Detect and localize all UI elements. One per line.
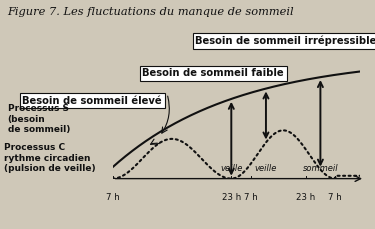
Text: Processus C
rythme circadien
(pulsion de veille): Processus C rythme circadien (pulsion de… xyxy=(4,143,95,173)
Text: Processus S
(besoin
de sommeil): Processus S (besoin de sommeil) xyxy=(8,104,70,134)
Text: 23 h: 23 h xyxy=(222,193,241,202)
Text: 23 h: 23 h xyxy=(296,193,315,202)
Text: Besoin de sommeil faible: Besoin de sommeil faible xyxy=(142,68,284,78)
Text: 7 h: 7 h xyxy=(106,193,119,202)
Text: veille: veille xyxy=(255,164,277,173)
Text: Figure 7. Les fluctuations du manque de sommeil: Figure 7. Les fluctuations du manque de … xyxy=(8,7,294,17)
Text: veille: veille xyxy=(220,164,243,173)
Text: 7 h: 7 h xyxy=(244,193,258,202)
Text: sommeil: sommeil xyxy=(303,164,338,173)
Text: Besoin de sommeil élevé: Besoin de sommeil élevé xyxy=(22,96,162,106)
Text: 7 h: 7 h xyxy=(328,193,342,202)
Text: Besoin de sommeil irrépressible: Besoin de sommeil irrépressible xyxy=(195,36,375,46)
